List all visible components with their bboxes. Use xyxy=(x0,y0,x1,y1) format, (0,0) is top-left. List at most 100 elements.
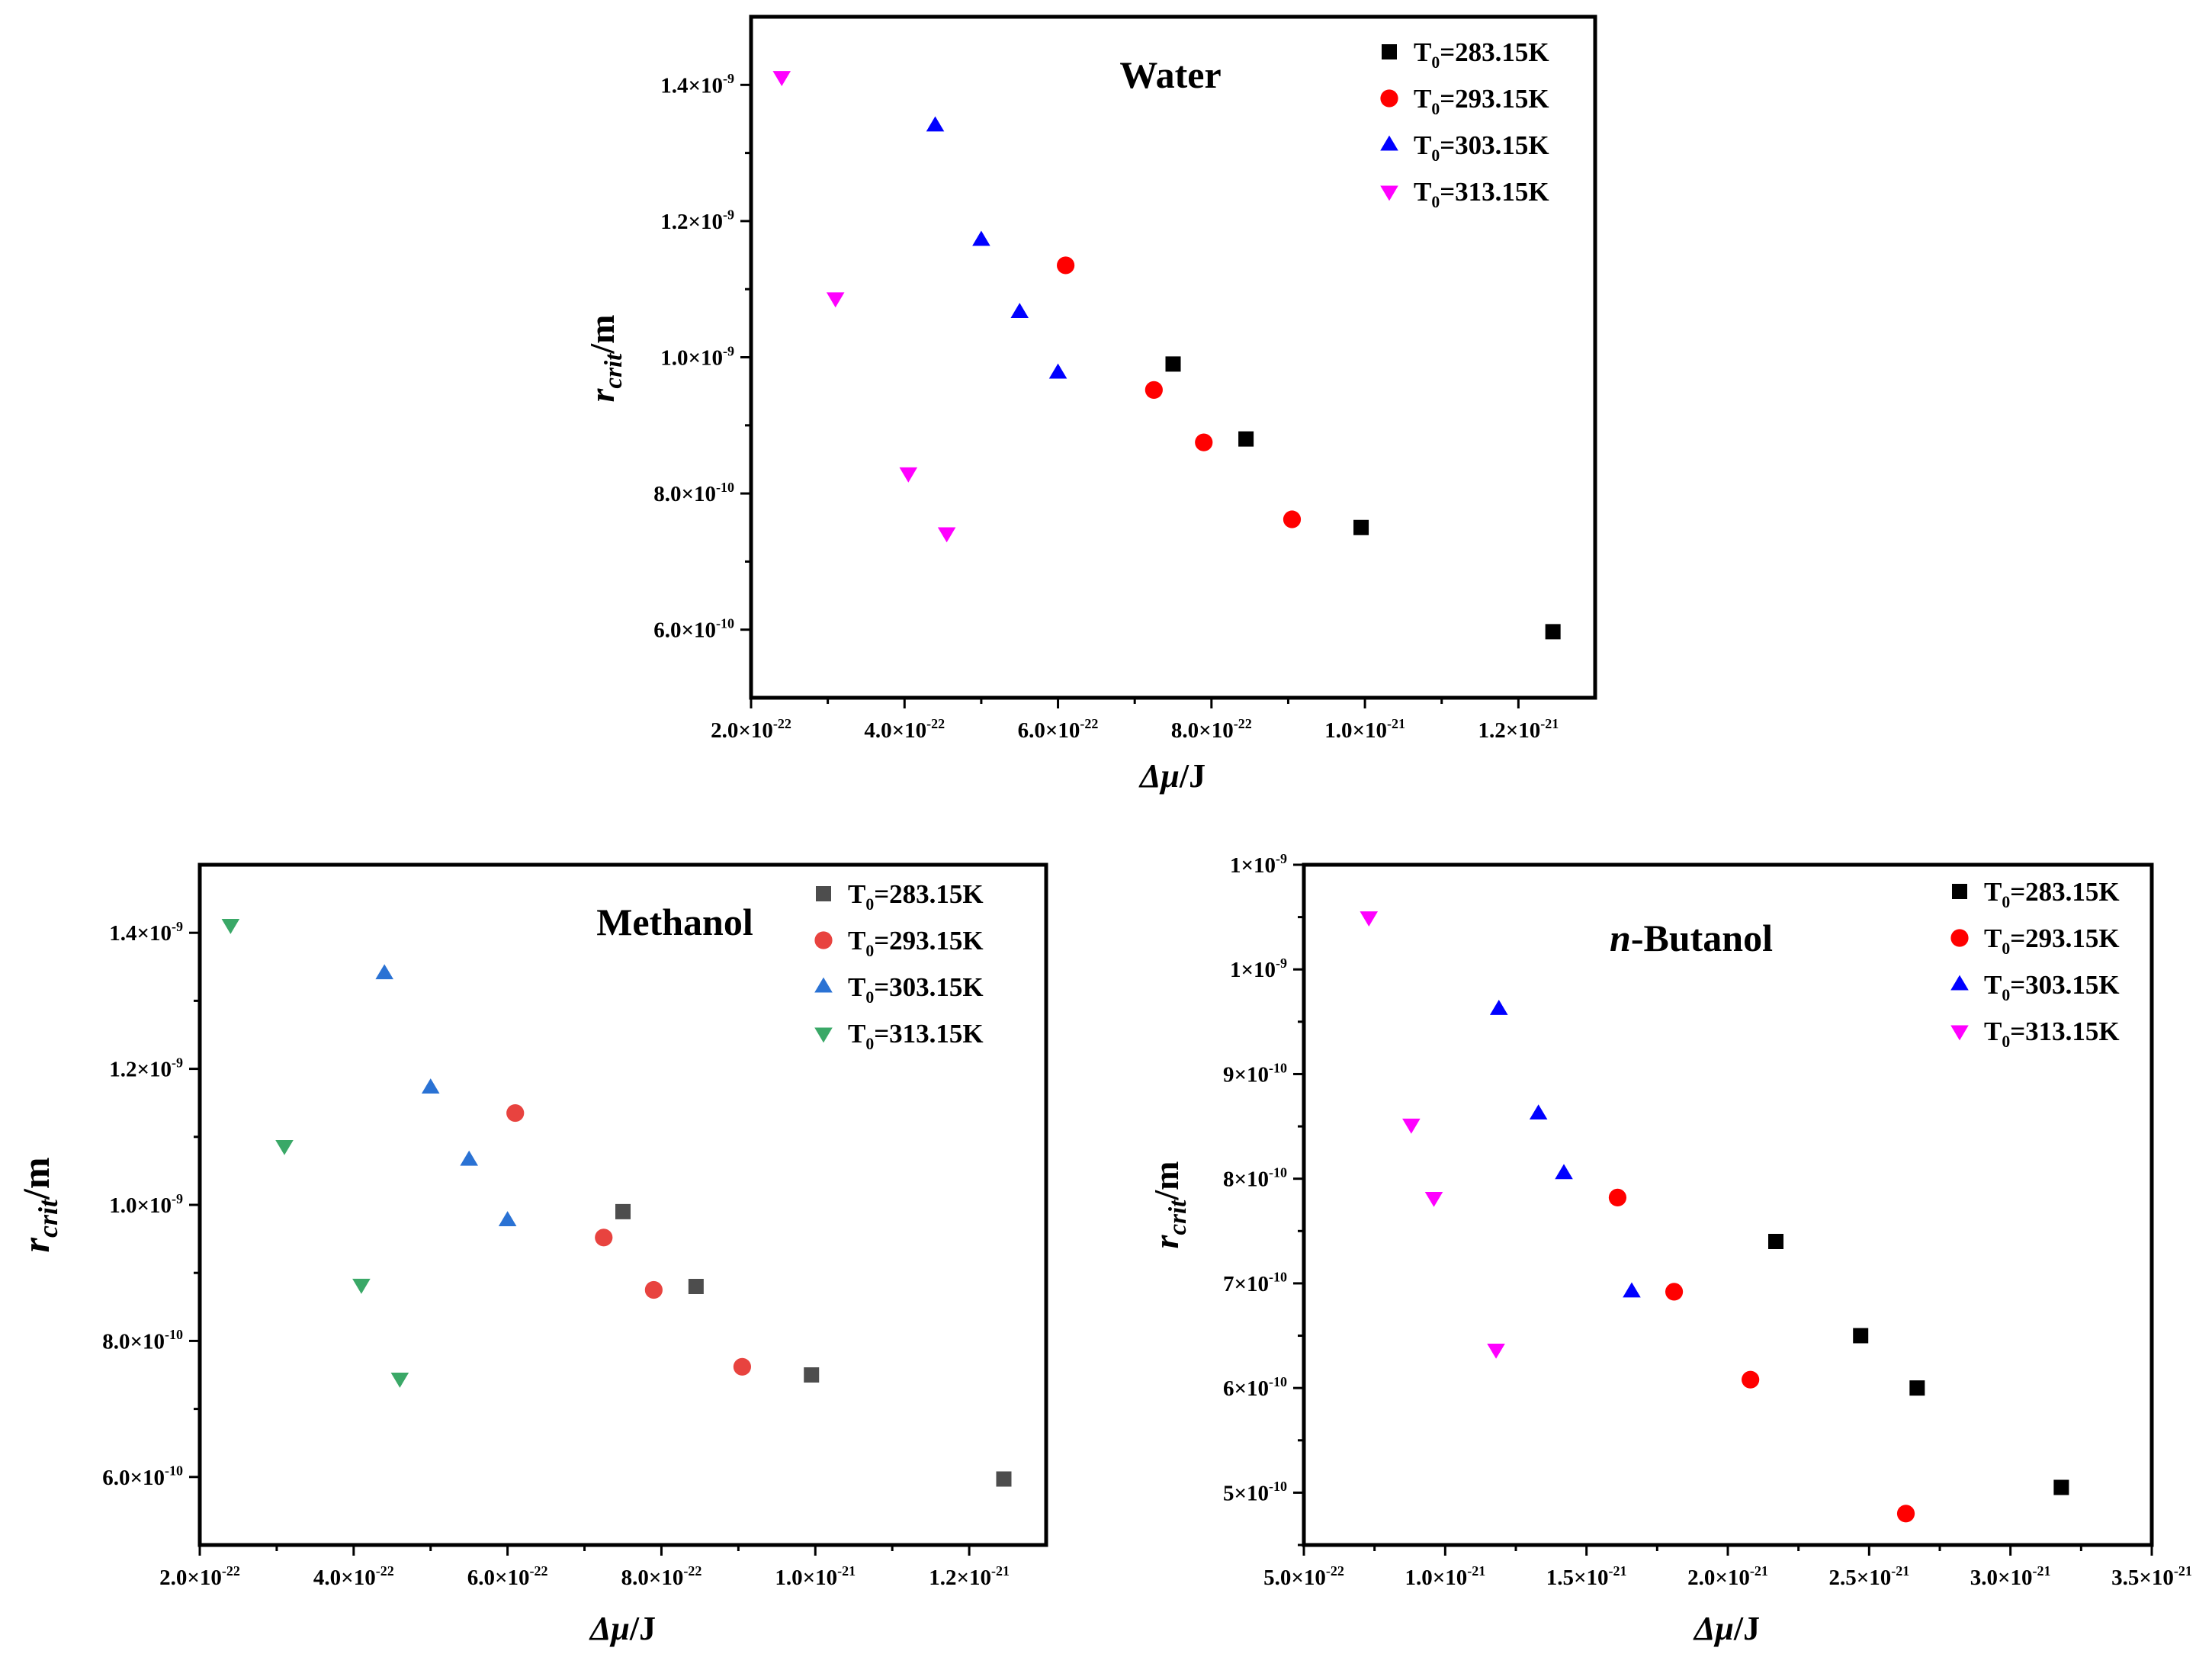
butanol-y-tick-label: 8×10-10 xyxy=(1223,1165,1287,1192)
methanol-y-tick-label: 1.2×10-9 xyxy=(109,1055,183,1081)
water-data-point xyxy=(926,116,945,132)
water-data-point xyxy=(1353,519,1369,535)
water-y-tick-label: 1.2×10-9 xyxy=(660,207,734,234)
water-legend-marker xyxy=(1382,44,1397,59)
butanol-y-tick-label: 7×10-10 xyxy=(1223,1270,1287,1296)
water-y-tick-label: 8.0×10-10 xyxy=(653,480,734,506)
butanol-data-point xyxy=(1853,1328,1869,1344)
butanol-x-tick-label: 3.0×10-21 xyxy=(1970,1563,2051,1590)
water-data-point xyxy=(1048,363,1067,379)
butanol-data-point xyxy=(1424,1191,1443,1207)
water-data-point xyxy=(772,71,791,86)
water-data-point xyxy=(1165,356,1181,372)
water-panel: 2.0×10-22 4.0×10-22 6.0×10-22 8.0×10-22 1.0×… xyxy=(583,14,1597,795)
methanol-y-tick-label: 1.4×10-9 xyxy=(109,919,183,946)
butanol-data-point xyxy=(1623,1282,1641,1298)
water-legend-entry: T0=313.15K xyxy=(1414,177,1549,211)
water-legend-entry: T0=283.15K xyxy=(1414,37,1549,72)
methanol-x-tick-label: 1.0×10-21 xyxy=(775,1563,856,1590)
methanol-x-tick-label: 8.0×10-22 xyxy=(621,1563,702,1590)
methanol-data-point xyxy=(390,1373,409,1388)
water-x-axis-title: Δμ/J xyxy=(1138,757,1206,795)
butanol-legend-entry: T0=313.15K xyxy=(1984,1017,2120,1051)
methanol-legend-marker xyxy=(814,931,833,949)
butanol-x-tick-label: 3.5×10-21 xyxy=(2111,1563,2192,1590)
water-data-point xyxy=(1145,381,1163,399)
water-x-tick-label: 4.0×10-22 xyxy=(864,716,945,743)
methanol-x-tick-label: 1.2×10-21 xyxy=(929,1563,1010,1590)
water-x-tick-label: 1.2×10-21 xyxy=(1478,716,1559,743)
methanol-data-point xyxy=(644,1280,663,1299)
butanol-legend-entry: T0=293.15K xyxy=(1984,923,2120,958)
methanol-data-point xyxy=(498,1211,517,1226)
butanol-data-point xyxy=(1555,1164,1573,1180)
butanol-y-tick-label: 1×10-9 xyxy=(1230,851,1287,878)
methanol-x-tick-label: 4.0×10-22 xyxy=(313,1563,394,1590)
methanol-data-point xyxy=(352,1278,371,1294)
methanol-legend-entry: T0=283.15K xyxy=(848,879,984,914)
butanol-panel-title: n-Butanol xyxy=(1610,917,1773,959)
butanol-legend-marker xyxy=(1952,884,1967,899)
butanol-panel: 5.0×10-22 1.0×10-21 1.5×10-21 2.0×10-21 2.5×… xyxy=(1147,851,2192,1647)
methanol-y-tick-label: 1.0×10-9 xyxy=(109,1191,183,1218)
water-x-tick-label: 6.0×10-22 xyxy=(1018,716,1099,743)
butanol-data-point xyxy=(1896,1505,1915,1523)
methanol-data-point xyxy=(804,1367,820,1383)
methanol-legend-entry: T0=293.15K xyxy=(848,926,984,960)
butanol-legend-marker xyxy=(1950,1025,1969,1041)
methanol-data-point xyxy=(275,1139,294,1155)
methanol-data-point xyxy=(421,1078,440,1094)
butanol-data-point xyxy=(1665,1283,1684,1301)
methanol-panel: 2.0×10-22 4.0×10-22 6.0×10-22 8.0×10-22 1.0×… xyxy=(14,862,1048,1647)
water-data-point xyxy=(1238,431,1254,447)
methanol-data-point xyxy=(375,964,393,980)
water-legend-marker xyxy=(1380,89,1398,108)
butanol-legend-entry: T0=283.15K xyxy=(1984,877,2120,911)
methanol-data-point xyxy=(506,1103,525,1123)
water-data-point xyxy=(972,230,990,246)
butanol-y-tick-label: 1×10-9 xyxy=(1230,956,1287,982)
methanol-x-tick-label: 2.0×10-22 xyxy=(159,1563,240,1590)
butanol-y-tick-label: 6×10-10 xyxy=(1223,1374,1287,1401)
butanol-x-tick-label: 2.5×10-21 xyxy=(1828,1563,1909,1590)
methanol-y-tick-label: 6.0×10-10 xyxy=(102,1463,183,1490)
methanol-y-tick-label: 8.0×10-10 xyxy=(102,1327,183,1354)
butanol-x-tick-label: 2.0×10-21 xyxy=(1687,1563,1768,1590)
water-data-point xyxy=(1057,256,1075,275)
water-x-tick-label: 2.0×10-22 xyxy=(711,716,791,743)
butanol-legend-marker xyxy=(1950,975,1969,991)
water-y-tick-label: 1.0×10-9 xyxy=(660,343,734,370)
methanol-data-point xyxy=(595,1229,613,1247)
water-x-tick-label: 1.0×10-21 xyxy=(1324,716,1405,743)
butanol-data-point xyxy=(1487,1343,1505,1359)
water-data-point xyxy=(1195,433,1213,451)
butanol-x-tick-label: 1.5×10-21 xyxy=(1546,1563,1627,1590)
methanol-data-point xyxy=(733,1357,752,1376)
water-data-point xyxy=(1283,510,1302,528)
butanol-y-tick-label: 5×10-10 xyxy=(1223,1479,1287,1505)
butanol-legend-entry: T0=303.15K xyxy=(1984,970,2120,1004)
methanol-legend-entry: T0=313.15K xyxy=(848,1019,984,1053)
butanol-data-point xyxy=(1608,1188,1627,1206)
water-panel-title: Water xyxy=(1119,53,1221,96)
methanol-data-point xyxy=(221,919,240,934)
methanol-data-point xyxy=(460,1150,478,1166)
methanol-legend-entry: T0=303.15K xyxy=(848,972,984,1007)
methanol-legend-marker xyxy=(814,1027,833,1043)
water-y-tick-label: 1.4×10-9 xyxy=(660,71,734,98)
methanol-data-point xyxy=(615,1203,631,1219)
methanol-x-axis-title: Δμ/J xyxy=(589,1610,656,1647)
butanol-data-point xyxy=(1360,911,1379,927)
butanol-legend-marker xyxy=(1950,929,1969,947)
butanol-y-tick-label: 9×10-10 xyxy=(1223,1060,1287,1087)
water-legend-marker xyxy=(1380,185,1398,201)
water-legend-marker xyxy=(1380,135,1398,151)
methanol-legend-marker xyxy=(814,977,833,993)
butanol-x-axis-title: Δμ/J xyxy=(1693,1610,1760,1647)
butanol-data-point xyxy=(1768,1234,1784,1250)
butanol-data-point xyxy=(2053,1479,2069,1495)
butanol-data-point xyxy=(1909,1380,1925,1396)
water-data-point xyxy=(899,467,918,483)
butanol-y-axis-title: rcrit/m xyxy=(1147,1161,1192,1249)
